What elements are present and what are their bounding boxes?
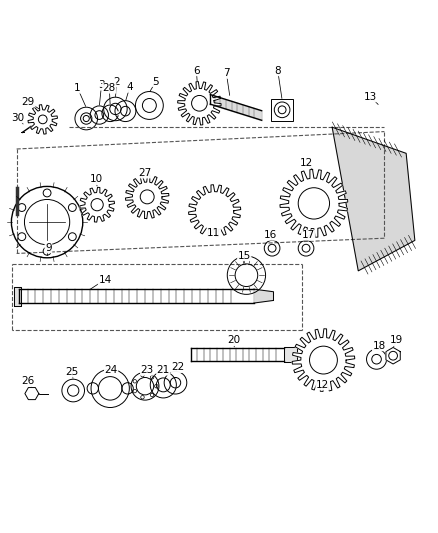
Text: 25: 25	[65, 367, 78, 377]
Text: 27: 27	[138, 168, 152, 178]
Text: 21: 21	[157, 365, 170, 375]
Text: 29: 29	[22, 97, 35, 107]
Text: 14: 14	[99, 274, 112, 285]
Text: 12: 12	[300, 158, 313, 168]
Text: 3: 3	[98, 80, 105, 90]
Text: 8: 8	[275, 66, 281, 76]
Text: 30: 30	[11, 112, 25, 123]
Text: 6: 6	[193, 66, 200, 76]
Polygon shape	[386, 348, 400, 364]
Text: 1: 1	[74, 83, 81, 93]
Text: 12: 12	[316, 380, 329, 390]
Text: 26: 26	[22, 376, 35, 385]
Text: 13: 13	[364, 92, 377, 102]
Polygon shape	[254, 289, 273, 303]
Polygon shape	[292, 329, 355, 391]
Text: 19: 19	[390, 335, 403, 345]
Polygon shape	[332, 127, 415, 271]
Polygon shape	[189, 185, 241, 237]
Polygon shape	[284, 346, 297, 362]
Polygon shape	[280, 169, 348, 237]
Bar	[271, 99, 293, 121]
Polygon shape	[178, 82, 221, 125]
Polygon shape	[28, 104, 57, 134]
Text: 15: 15	[238, 251, 251, 261]
Text: 16: 16	[264, 230, 277, 240]
Text: 28: 28	[102, 83, 116, 93]
Text: 7: 7	[223, 68, 230, 78]
Polygon shape	[25, 387, 39, 400]
Text: 20: 20	[228, 335, 241, 345]
Text: 2: 2	[113, 77, 120, 86]
Text: 5: 5	[152, 77, 159, 86]
Text: 24: 24	[104, 365, 118, 375]
Polygon shape	[14, 287, 21, 305]
Text: 11: 11	[207, 228, 220, 238]
Text: 4: 4	[127, 82, 133, 92]
Text: 17: 17	[302, 230, 315, 240]
Text: 23: 23	[141, 365, 154, 375]
Text: 10: 10	[90, 174, 103, 184]
Text: 22: 22	[171, 362, 184, 373]
Text: 18: 18	[373, 341, 386, 351]
Text: 9: 9	[45, 243, 52, 253]
Polygon shape	[80, 187, 114, 222]
Polygon shape	[125, 175, 169, 219]
